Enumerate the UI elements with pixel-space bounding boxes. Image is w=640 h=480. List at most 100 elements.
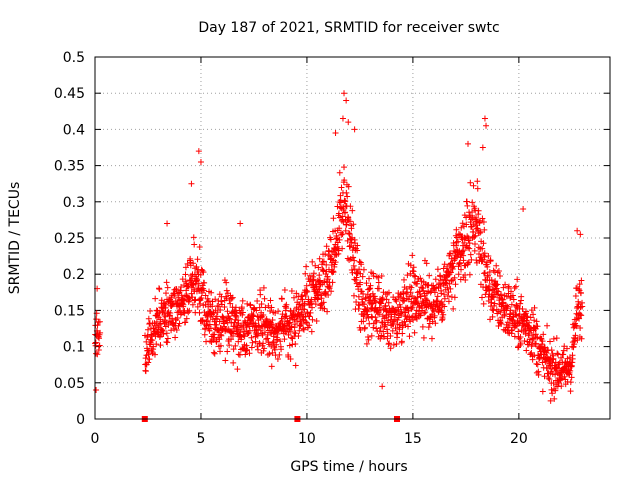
x-tick-label: 0 [91, 431, 100, 447]
data-point [564, 355, 571, 362]
data-point [158, 297, 165, 304]
data-point [158, 327, 165, 334]
data-point [533, 360, 540, 367]
data-point [164, 335, 171, 342]
data-point [278, 295, 285, 302]
data-point [338, 231, 345, 238]
data-point [168, 327, 175, 334]
data-point [206, 321, 213, 328]
data-point [439, 316, 446, 323]
data-point [309, 304, 316, 311]
data-point [319, 259, 326, 266]
data-point [300, 326, 307, 333]
data-point [409, 304, 416, 311]
data-point [320, 267, 327, 274]
data-point [212, 296, 219, 303]
data-point [548, 386, 555, 393]
data-point [362, 295, 369, 302]
data-point [441, 303, 448, 310]
data-point [164, 284, 171, 291]
data-point [518, 293, 525, 300]
data-point [171, 325, 178, 332]
data-point [156, 286, 163, 293]
data-point [459, 248, 466, 255]
data-point [309, 258, 316, 265]
data-point [217, 307, 224, 314]
data-point [229, 332, 236, 339]
data-point [480, 300, 487, 307]
data-point [465, 237, 472, 244]
data-point [250, 312, 257, 319]
data-point [232, 304, 239, 311]
data-point [350, 254, 357, 261]
data-point [577, 325, 584, 332]
data-point [406, 293, 413, 300]
data-point [411, 272, 418, 279]
data-point [520, 206, 527, 213]
data-point [293, 290, 300, 297]
data-point [392, 308, 399, 315]
data-point [238, 304, 245, 311]
data-point [548, 347, 555, 354]
data-point [286, 342, 293, 349]
data-point [267, 308, 274, 315]
data-point [292, 340, 299, 347]
data-point [194, 256, 201, 263]
data-point [575, 301, 582, 308]
data-point [495, 267, 502, 274]
data-point [507, 307, 514, 314]
data-point [381, 333, 388, 340]
data-point [216, 336, 223, 343]
data-point [336, 169, 343, 176]
data-point [474, 178, 481, 185]
data-point [202, 326, 209, 333]
data-point [304, 288, 311, 295]
data-point [226, 342, 233, 349]
data-point [328, 288, 335, 295]
data-point [229, 294, 236, 301]
data-point [189, 294, 196, 301]
data-point [310, 270, 317, 277]
data-point [450, 305, 457, 312]
data-point [92, 339, 99, 346]
data-point [316, 278, 323, 285]
chart-title: Day 187 of 2021, SRMTID for receiver swt… [198, 20, 499, 36]
data-point [461, 239, 468, 246]
data-point [142, 368, 149, 375]
data-point [363, 340, 370, 347]
data-point [228, 319, 235, 326]
data-point [287, 328, 294, 335]
data-point [445, 298, 452, 305]
data-point [348, 225, 355, 232]
data-point [211, 350, 218, 357]
data-point [145, 315, 152, 322]
data-point [479, 215, 486, 222]
data-point [276, 351, 283, 358]
data-point [567, 379, 574, 386]
x-tick-label: 5 [197, 431, 206, 447]
data-point [511, 284, 518, 291]
data-point [385, 317, 392, 324]
data-point [312, 301, 319, 308]
data-point [364, 334, 371, 341]
y-tick-label: 0.1 [63, 340, 85, 356]
data-point [222, 357, 229, 364]
data-point [185, 283, 192, 290]
data-point [275, 308, 282, 315]
data-point [458, 224, 465, 231]
data-point [460, 247, 467, 254]
data-point [414, 294, 421, 301]
data-point [182, 264, 189, 271]
data-point [540, 331, 547, 338]
data-point [463, 214, 470, 221]
data-point [466, 240, 473, 247]
data-point [198, 294, 205, 301]
data-point [479, 245, 486, 252]
data-point [203, 338, 210, 345]
data-point [211, 331, 218, 338]
data-points [92, 90, 586, 404]
data-point [420, 287, 427, 294]
x-axis-label: GPS time / hours [290, 459, 407, 475]
data-point [192, 265, 199, 272]
